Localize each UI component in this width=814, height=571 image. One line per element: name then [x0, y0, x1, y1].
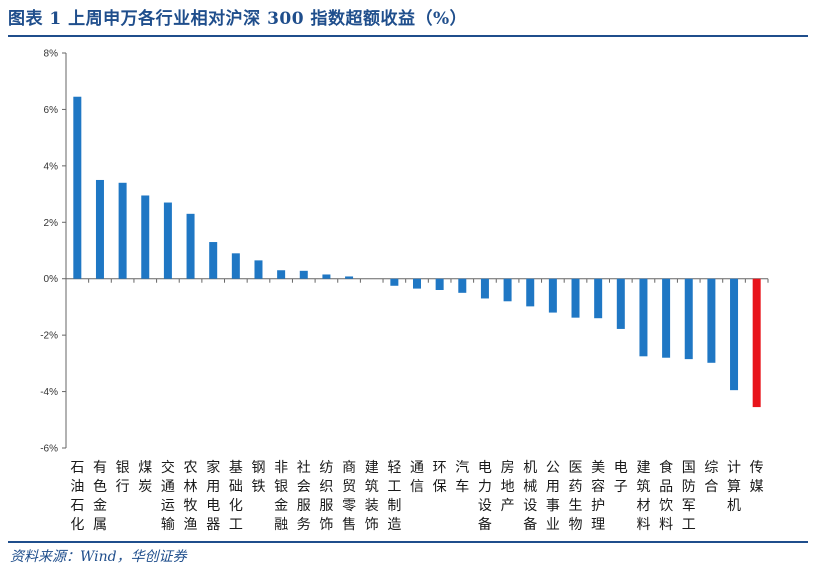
source-note: 资料来源：Wind，华创证券 [10, 549, 187, 565]
bar-房地产 [503, 278, 512, 302]
bar-机械设备 [526, 278, 535, 307]
category-label: 家用电器 [206, 459, 220, 533]
y-tick-label: 2% [44, 218, 59, 229]
category-label: 基础化工 [229, 459, 243, 533]
bar-商贸零售 [345, 276, 354, 279]
y-tick-label: -6% [40, 444, 58, 455]
bar-社会服务 [299, 270, 308, 279]
category-label: 汽车 [455, 460, 469, 495]
category-label: 食品饮料 [659, 459, 673, 533]
category-label: 美容护理 [591, 460, 605, 533]
category-label: 计算机 [727, 460, 741, 514]
category-label: 综合 [704, 460, 718, 495]
title-rule [8, 35, 808, 37]
bar-计算机 [730, 278, 739, 391]
y-tick-label: 6% [44, 105, 59, 116]
bar-美容护理 [594, 278, 603, 319]
chart-title: 图表 1 上周申万各行业相对沪深 300 指数超额收益（%） [8, 9, 468, 29]
category-label: 商贸零售 [342, 460, 356, 533]
category-label: 社会服务 [297, 460, 311, 533]
category-label: 医药生物 [569, 460, 583, 533]
category-label: 公用事业 [546, 460, 560, 533]
category-label: 建筑材料 [636, 460, 650, 533]
bar-纺织服饰 [322, 274, 331, 279]
bar-家用电器 [209, 242, 218, 279]
category-label: 有色金属 [93, 460, 107, 533]
category-label: 房地产 [501, 460, 515, 514]
bar-交通运输 [163, 202, 172, 279]
category-label: 石油石化 [70, 460, 84, 533]
bar-环保 [435, 278, 444, 290]
category-label: 交通运输 [161, 459, 175, 533]
bar-食品饮料 [662, 278, 671, 358]
bar-基础化工 [231, 253, 240, 279]
category-label: 环保 [433, 460, 447, 495]
bar-石油石化 [73, 96, 82, 279]
bar-公用事业 [548, 278, 557, 313]
category-label: 非银金融 [274, 460, 288, 533]
y-tick-label: 0% [44, 274, 59, 285]
bar-电力设备 [480, 278, 489, 299]
category-label: 国防军工 [682, 460, 696, 533]
category-label: 传媒 [750, 460, 764, 495]
category-label: 农林牧渔 [184, 460, 198, 533]
bar-轻工制造 [390, 278, 399, 286]
y-tick-label: -2% [40, 331, 58, 342]
bar-煤炭 [141, 195, 150, 279]
y-tick-label: -4% [40, 387, 58, 398]
bar-钢铁 [254, 260, 263, 279]
category-label: 机械设备 [523, 460, 537, 533]
y-tick-label: 8% [44, 49, 59, 60]
bar-国防军工 [684, 278, 693, 360]
category-label: 通信 [410, 460, 424, 495]
bar-传媒 [752, 278, 761, 408]
bar-综合 [707, 278, 716, 363]
category-label: 电子 [614, 460, 628, 495]
category-label: 钢铁 [251, 460, 265, 495]
bar-建筑材料 [639, 278, 648, 357]
bar-通信 [413, 278, 421, 289]
category-label: 纺织服饰 [319, 460, 333, 533]
bar-有色金属 [95, 179, 104, 279]
bar-农林牧渔 [186, 213, 195, 279]
bar-电子 [616, 278, 625, 329]
bar-医药生物 [571, 278, 580, 318]
bar-银行 [118, 182, 127, 279]
category-label: 轻工制造 [387, 460, 401, 533]
category-label: 电力设备 [478, 460, 492, 533]
source-rule [8, 541, 808, 543]
category-label: 银行 [116, 460, 130, 495]
category-label: 建筑装饰 [365, 460, 379, 533]
bar-非银金融 [277, 270, 286, 279]
category-label: 煤炭 [138, 460, 152, 495]
y-tick-label: 4% [44, 161, 59, 172]
bar-汽车 [458, 278, 467, 293]
